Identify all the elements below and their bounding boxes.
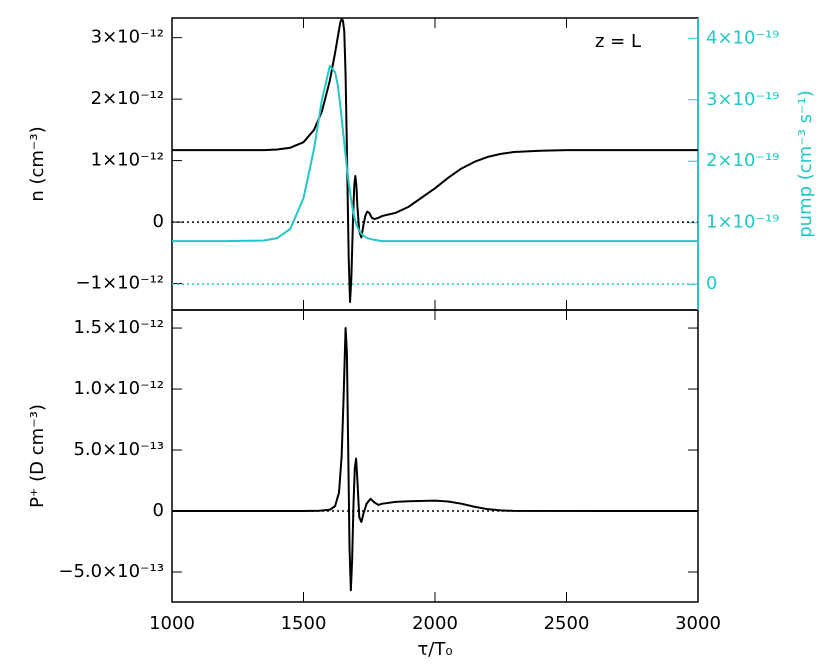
y2-tick-label: 4×10⁻¹⁹	[706, 27, 779, 48]
x-tick-label: 1500	[281, 613, 327, 634]
y2-tick-label: 2×10⁻¹⁹	[706, 150, 779, 171]
x-tick-label: 3000	[675, 613, 721, 634]
x-tick-label: 2500	[544, 613, 590, 634]
y-tick-label: 3×10⁻¹²	[91, 27, 164, 48]
y-tick-label: −5.0×10⁻¹³	[58, 561, 164, 582]
y-axis-label: n (cm⁻³)	[27, 126, 48, 201]
y2-tick-label: 0	[706, 273, 717, 294]
y-tick-label: 0	[153, 211, 164, 232]
y-tick-label: 1.5×10⁻¹²	[73, 317, 164, 338]
data-line	[172, 327, 699, 592]
x-axis-label: τ/T₀	[417, 639, 452, 660]
data-line	[172, 64, 698, 243]
bottom-frame	[171, 309, 699, 603]
y-tick-label: 1×10⁻¹²	[91, 150, 164, 171]
y-tick-label: 5.0×10⁻¹³	[73, 439, 164, 460]
x-tick-label: 1000	[149, 613, 195, 634]
y2-tick-label: 3×10⁻¹⁹	[706, 89, 779, 110]
y-tick-label: 2×10⁻¹²	[91, 88, 164, 109]
data-line	[172, 18, 698, 304]
y2-axis-label: pump (cm⁻³ s⁻¹)	[795, 90, 816, 238]
y-tick-label: 0	[153, 500, 164, 521]
annotation: z = L	[595, 31, 641, 52]
y2-tick-label: 1×10⁻¹⁹	[706, 212, 779, 233]
y-tick-label: 1.0×10⁻¹²	[73, 378, 164, 399]
top-frame	[171, 17, 699, 311]
y-tick-label: −1×10⁻¹²	[76, 273, 164, 294]
x-tick-label: 2000	[412, 613, 458, 634]
y-axis-label: P⁺ (D cm⁻³)	[27, 404, 48, 508]
